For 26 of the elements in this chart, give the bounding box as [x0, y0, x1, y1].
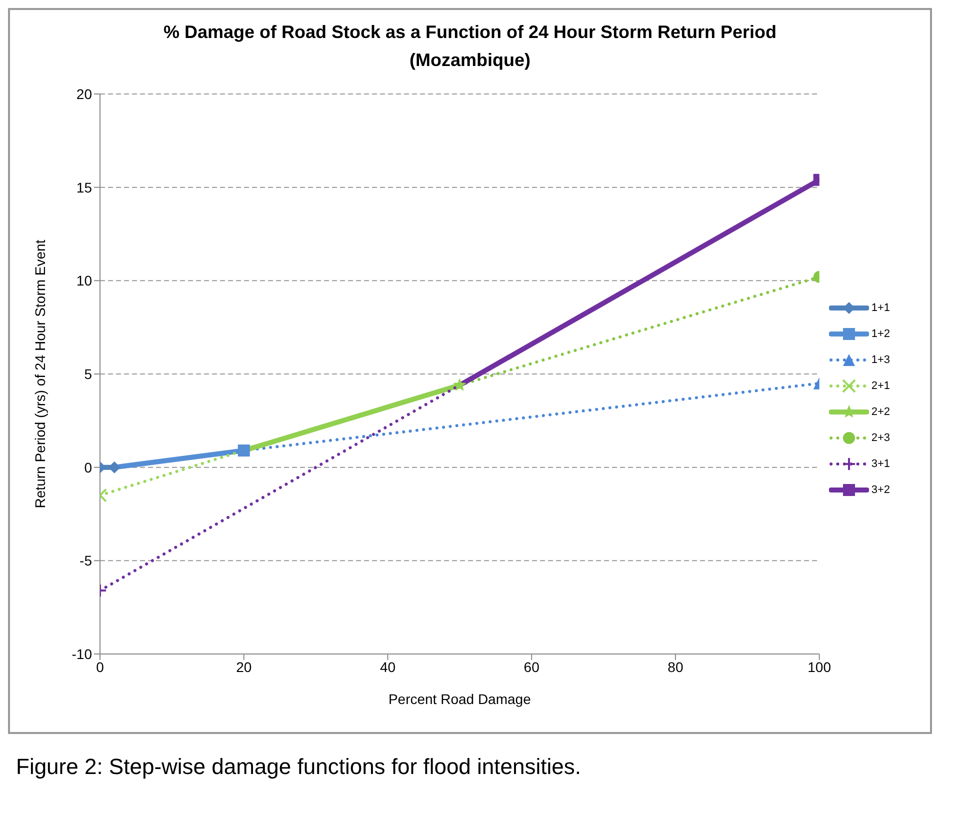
legend-label: 2+2 — [871, 406, 890, 418]
legend-label: 2+3 — [871, 432, 890, 444]
x-tick-label: 20 — [236, 658, 252, 675]
x-axis-title: Percent Road Damage — [388, 691, 532, 707]
y-tick-label: 15 — [76, 179, 92, 196]
y-axis-title: Return Period (yrs) of 24 Hour Storm Event — [32, 240, 48, 508]
x-tick-label: 40 — [380, 658, 396, 675]
chart-title: % Damage of Road Stock as a Function of 24 Hour Storm Return Period — [162, 21, 778, 44]
y-tick-label: -10 — [72, 646, 92, 662]
legend-label: 3+2 — [871, 484, 890, 496]
legend-label: 3+1 — [871, 458, 890, 470]
caption: Figure 2: Step-wise damage functions for flood intensities. — [15, 754, 582, 780]
x-tick-label: 60 — [524, 658, 540, 675]
y-tick-label: -5 — [80, 552, 92, 569]
x-tick-label: 80 — [668, 658, 684, 675]
legend-label: 2+1 — [871, 380, 890, 392]
legend-label: 1+3 — [871, 354, 890, 366]
x-tick-label: 0 — [96, 658, 104, 675]
y-tick-label: 20 — [76, 86, 92, 102]
legend-label: 1+1 — [871, 302, 890, 314]
chart-subtitle: (Mozambique) — [408, 49, 532, 72]
y-tick-label: 10 — [76, 272, 92, 289]
y-tick-label: 0 — [84, 459, 92, 476]
legend-label: 1+2 — [871, 328, 890, 340]
y-tick-label: 5 — [84, 366, 92, 382]
x-tick-label: 100 — [808, 658, 832, 675]
